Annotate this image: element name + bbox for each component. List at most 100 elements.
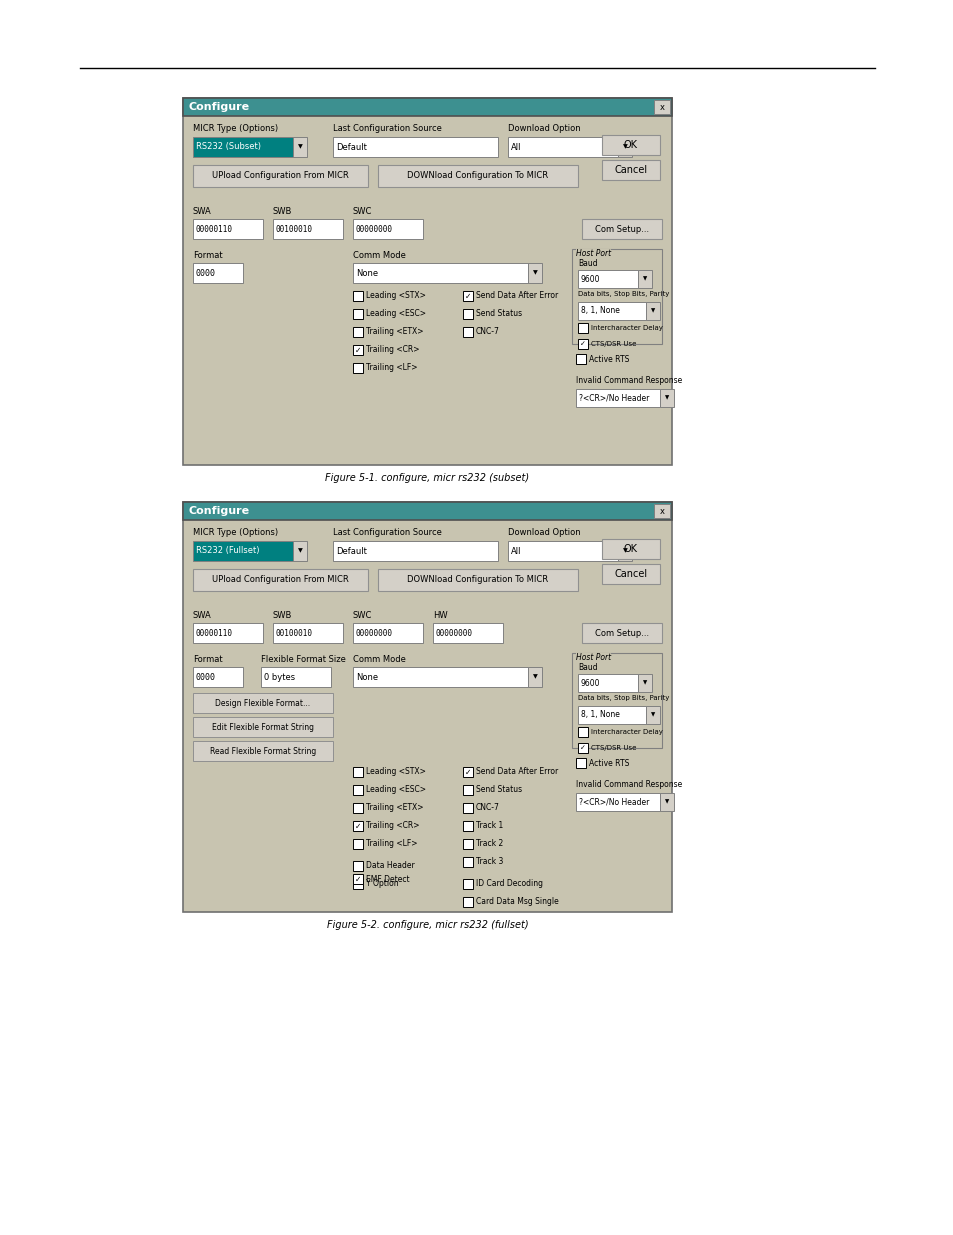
Bar xyxy=(353,879,363,889)
Text: RS232 (Fullset): RS232 (Fullset) xyxy=(195,547,259,556)
Text: All: All xyxy=(511,142,521,152)
Text: 00000000: 00000000 xyxy=(355,629,393,637)
Bar xyxy=(462,839,473,848)
Text: Comm Mode: Comm Mode xyxy=(353,251,405,261)
Text: Trailing <LF>: Trailing <LF> xyxy=(366,363,417,373)
Bar xyxy=(572,653,661,748)
Bar xyxy=(193,219,263,240)
Bar xyxy=(462,897,473,906)
Text: 00000000: 00000000 xyxy=(355,225,393,233)
Text: SWC: SWC xyxy=(353,611,372,620)
Bar xyxy=(572,249,661,345)
Bar xyxy=(578,706,645,724)
Text: ✓: ✓ xyxy=(579,341,585,347)
Bar xyxy=(293,137,307,157)
Text: UPload Configuration From MICR: UPload Configuration From MICR xyxy=(212,576,349,584)
Bar xyxy=(353,821,363,831)
Text: 00100010: 00100010 xyxy=(275,629,313,637)
Text: Invalid Command Response: Invalid Command Response xyxy=(576,781,681,789)
Text: ✓: ✓ xyxy=(355,821,361,830)
Text: Com Setup...: Com Setup... xyxy=(595,629,648,637)
Text: Leading <STX>: Leading <STX> xyxy=(366,767,425,777)
Text: Send Data After Error: Send Data After Error xyxy=(476,767,558,777)
Bar xyxy=(353,861,363,871)
Bar xyxy=(353,767,363,777)
Text: ✓: ✓ xyxy=(579,745,585,751)
Text: ?<CR>/No Header: ?<CR>/No Header xyxy=(578,394,649,403)
Text: 8, 1, None: 8, 1, None xyxy=(580,710,619,720)
Bar xyxy=(576,758,585,768)
Bar xyxy=(353,309,363,319)
Bar xyxy=(618,541,631,561)
Bar xyxy=(377,569,578,592)
Text: x: x xyxy=(659,103,664,111)
Text: OK: OK xyxy=(623,543,638,555)
Bar xyxy=(576,793,659,811)
Text: 0000: 0000 xyxy=(195,268,215,278)
Text: Track 3: Track 3 xyxy=(476,857,503,867)
Bar xyxy=(377,165,578,186)
Text: CTS/DSR Use: CTS/DSR Use xyxy=(590,341,636,347)
Bar xyxy=(601,564,659,584)
Text: CTS/DSR Use: CTS/DSR Use xyxy=(590,745,636,751)
Text: Default: Default xyxy=(335,142,367,152)
Bar xyxy=(601,135,659,156)
Text: CNC-7: CNC-7 xyxy=(476,804,499,813)
Bar xyxy=(638,270,651,288)
Bar xyxy=(261,667,331,687)
Bar xyxy=(333,541,497,561)
Text: ▼: ▼ xyxy=(664,395,668,400)
Bar xyxy=(507,137,618,157)
Text: None: None xyxy=(355,268,377,278)
Text: Trailing <CR>: Trailing <CR> xyxy=(366,346,419,354)
Text: SWA: SWA xyxy=(193,207,212,216)
Text: Data Header: Data Header xyxy=(366,862,415,871)
Text: Comm Mode: Comm Mode xyxy=(353,655,405,664)
Bar xyxy=(353,803,363,813)
Text: ▼: ▼ xyxy=(650,713,655,718)
Text: Invalid Command Response: Invalid Command Response xyxy=(576,375,681,385)
Text: OK: OK xyxy=(623,140,638,149)
Bar xyxy=(462,857,473,867)
Text: 8, 1, None: 8, 1, None xyxy=(580,306,619,315)
Text: Card Data Msg Single: Card Data Msg Single xyxy=(476,898,558,906)
Text: ▼: ▼ xyxy=(297,144,302,149)
Text: ✓: ✓ xyxy=(355,346,361,354)
Text: DOWNload Configuration To MICR: DOWNload Configuration To MICR xyxy=(407,576,548,584)
Bar xyxy=(578,303,645,320)
Text: ID Card Decoding: ID Card Decoding xyxy=(476,879,542,888)
Bar xyxy=(462,785,473,795)
Bar xyxy=(578,743,587,753)
Text: x: x xyxy=(659,506,664,515)
Bar xyxy=(193,137,293,157)
Text: Intercharacter Delay: Intercharacter Delay xyxy=(590,325,662,331)
Text: Last Configuration Source: Last Configuration Source xyxy=(333,124,441,133)
Text: Configure: Configure xyxy=(189,506,250,516)
Text: Active RTS: Active RTS xyxy=(588,758,629,767)
Bar xyxy=(353,874,363,884)
Text: ?<CR>/No Header: ?<CR>/No Header xyxy=(578,798,649,806)
Text: Com Setup...: Com Setup... xyxy=(595,225,648,233)
Text: Baud: Baud xyxy=(578,663,597,672)
Bar xyxy=(578,727,587,737)
Text: EMF Detect: EMF Detect xyxy=(366,874,409,883)
Text: Download Option: Download Option xyxy=(507,124,580,133)
Text: Cancel: Cancel xyxy=(614,569,647,579)
Bar xyxy=(527,667,541,687)
Text: Trailing <LF>: Trailing <LF> xyxy=(366,840,417,848)
Bar xyxy=(578,270,638,288)
Bar xyxy=(433,622,502,643)
Text: ▼: ▼ xyxy=(297,548,302,553)
Bar xyxy=(193,693,333,713)
Text: Baud: Baud xyxy=(578,259,597,268)
Bar xyxy=(462,821,473,831)
Bar xyxy=(353,363,363,373)
Text: SWC: SWC xyxy=(353,207,372,216)
Text: Active RTS: Active RTS xyxy=(588,354,629,363)
Text: Configure: Configure xyxy=(189,103,250,112)
Text: Figure 5-2. configure, micr rs232 (fullset): Figure 5-2. configure, micr rs232 (fulls… xyxy=(326,920,528,930)
Text: Read Flexible Format String: Read Flexible Format String xyxy=(210,746,315,756)
Bar xyxy=(293,541,307,561)
Text: Trailing <CR>: Trailing <CR> xyxy=(366,821,419,830)
Text: SWB: SWB xyxy=(273,207,292,216)
